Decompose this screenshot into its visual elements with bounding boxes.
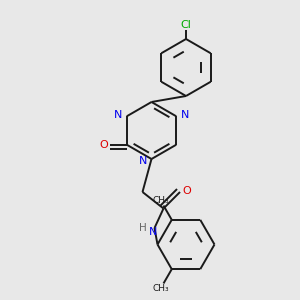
Text: N: N xyxy=(180,110,189,120)
Text: N: N xyxy=(114,110,123,120)
Text: N: N xyxy=(139,155,147,166)
Text: Cl: Cl xyxy=(181,20,191,30)
Text: H: H xyxy=(139,223,147,233)
Text: CH₃: CH₃ xyxy=(152,196,169,206)
Text: CH₃: CH₃ xyxy=(152,284,169,292)
Text: O: O xyxy=(182,185,191,196)
Text: N: N xyxy=(148,226,157,237)
Text: O: O xyxy=(99,140,108,150)
